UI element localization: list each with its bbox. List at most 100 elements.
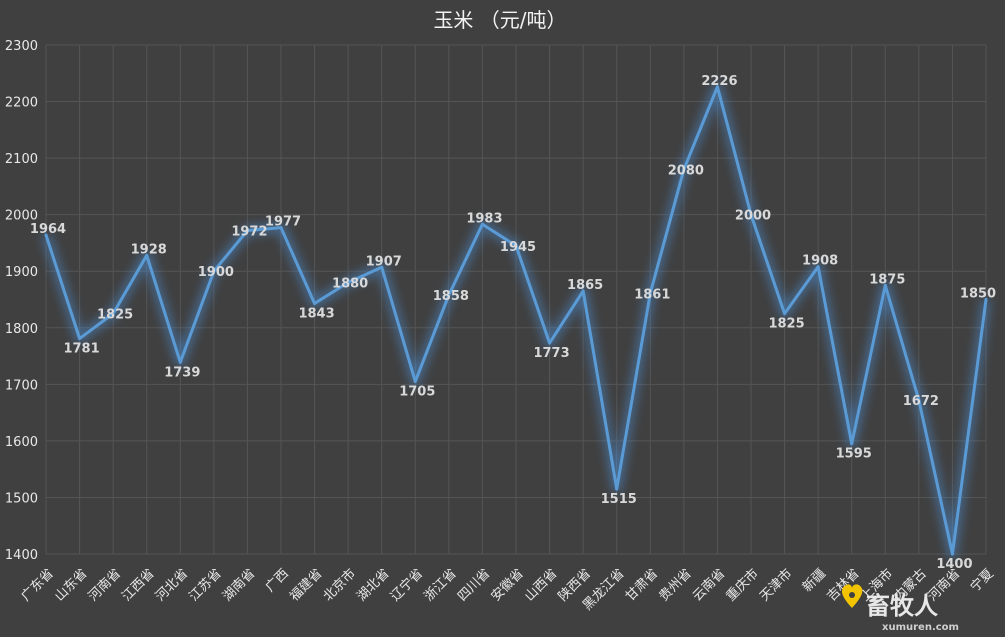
data-point — [715, 85, 719, 89]
y-tick-label: 2000 — [5, 209, 38, 224]
data-point — [145, 253, 149, 257]
x-tick-label: 福建省 — [287, 566, 325, 604]
data-point — [212, 269, 216, 273]
heart-logo-icon — [841, 584, 863, 608]
data-point — [313, 301, 317, 305]
x-tick-label: 广西 — [263, 566, 292, 595]
data-point — [615, 487, 619, 491]
data-point — [816, 265, 820, 269]
data-label: 1972 — [231, 225, 267, 240]
data-label: 1400 — [936, 557, 972, 572]
data-label: 1843 — [298, 306, 334, 321]
data-label: 2000 — [735, 209, 771, 224]
data-label: 1850 — [960, 287, 996, 302]
data-label: 1964 — [30, 222, 66, 237]
brand-name: 畜牧人 — [866, 592, 938, 620]
y-tick-label: 1800 — [5, 322, 38, 337]
data-label: 1900 — [198, 265, 234, 280]
x-tick-label: 重庆市 — [723, 566, 762, 605]
x-tick-label: 江西省 — [119, 566, 157, 604]
data-point — [682, 167, 686, 171]
data-label: 1875 — [869, 272, 905, 287]
data-point — [111, 312, 115, 316]
data-point — [548, 341, 552, 345]
x-tick-label: 云南省 — [689, 566, 728, 605]
y-tick-label: 1900 — [5, 265, 38, 280]
data-point — [447, 293, 451, 297]
grid-lines — [45, 44, 987, 555]
y-tick-label: 1400 — [5, 548, 38, 563]
data-label: 2226 — [701, 74, 737, 89]
y-tick-label: 1700 — [5, 378, 38, 393]
x-tick-label: 辽宁省 — [387, 566, 426, 605]
chart-title: 玉米 （元/吨） — [433, 8, 566, 32]
data-label: 1672 — [903, 394, 939, 409]
data-label: 1858 — [433, 289, 469, 304]
x-tick-label: 江苏省 — [186, 566, 225, 605]
x-tick-label: 新疆 — [799, 566, 829, 596]
data-label: 1705 — [399, 385, 435, 400]
data-label: 1825 — [768, 317, 804, 332]
y-tick-label: 1500 — [5, 491, 38, 506]
x-tick-label: 湖南省 — [219, 566, 258, 605]
data-label: 2080 — [668, 163, 704, 178]
x-tick-label: 四川省 — [455, 566, 493, 604]
x-tick-label: 山西省 — [522, 566, 560, 604]
data-point — [749, 213, 753, 217]
y-tick-label: 2200 — [5, 96, 38, 111]
data-label: 1739 — [164, 365, 200, 380]
watermark: 畜牧人 xumuren.com — [841, 584, 959, 633]
data-label: 1983 — [466, 211, 502, 226]
data-label: 1861 — [634, 287, 670, 302]
x-tick-label: 甘肃省 — [623, 566, 661, 604]
brand-url: xumuren.com — [882, 622, 959, 633]
data-point — [279, 226, 283, 230]
data-point — [783, 312, 787, 316]
data-point — [883, 283, 887, 287]
data-point — [413, 380, 417, 384]
data-label: 1515 — [601, 492, 637, 507]
y-tick-label: 2100 — [5, 152, 38, 167]
data-label: 1928 — [131, 242, 167, 257]
data-label: 1773 — [533, 346, 569, 361]
x-tick-label: 湖北省 — [354, 566, 392, 604]
data-point — [380, 265, 384, 269]
data-label: 1781 — [63, 342, 99, 357]
x-tick-label: 浙江省 — [421, 566, 459, 604]
y-tick-label: 2300 — [5, 39, 38, 54]
data-point — [178, 360, 182, 364]
x-tick-label: 广东省 — [19, 566, 57, 604]
data-point — [984, 298, 988, 301]
data-point — [480, 222, 484, 226]
data-point — [44, 233, 48, 237]
data-label: 1865 — [567, 278, 603, 293]
y-tick-label: 1600 — [5, 435, 38, 450]
data-point — [917, 398, 921, 402]
data-point — [514, 244, 518, 248]
data-point — [850, 442, 854, 446]
x-tick-label: 贵州省 — [656, 566, 694, 604]
data-point — [78, 337, 82, 341]
data-label: 1595 — [836, 447, 872, 462]
x-tick-label: 天津市 — [756, 566, 795, 605]
x-tick-label: 北京市 — [320, 566, 359, 605]
data-point — [950, 552, 954, 556]
data-label: 1908 — [802, 254, 838, 269]
data-label: 1825 — [97, 308, 133, 323]
data-point — [648, 291, 652, 295]
data-label: 1880 — [332, 277, 368, 292]
x-tick-label: 河南省 — [85, 566, 124, 605]
x-tick-label: 河北省 — [153, 566, 191, 604]
y-axis: 1400 1500 1600 1700 1800 1900 2000 2100 2200 2300 — [5, 39, 38, 563]
series-group — [41, 82, 991, 559]
data-point — [346, 281, 350, 285]
data-label: 1907 — [366, 254, 402, 269]
x-tick-label: 山东省 — [52, 566, 90, 604]
x-tick-label: 安徽省 — [489, 566, 527, 604]
data-label: 1977 — [265, 215, 301, 230]
data-label: 1945 — [500, 240, 536, 255]
data-point — [245, 229, 249, 233]
data-point — [581, 289, 585, 293]
